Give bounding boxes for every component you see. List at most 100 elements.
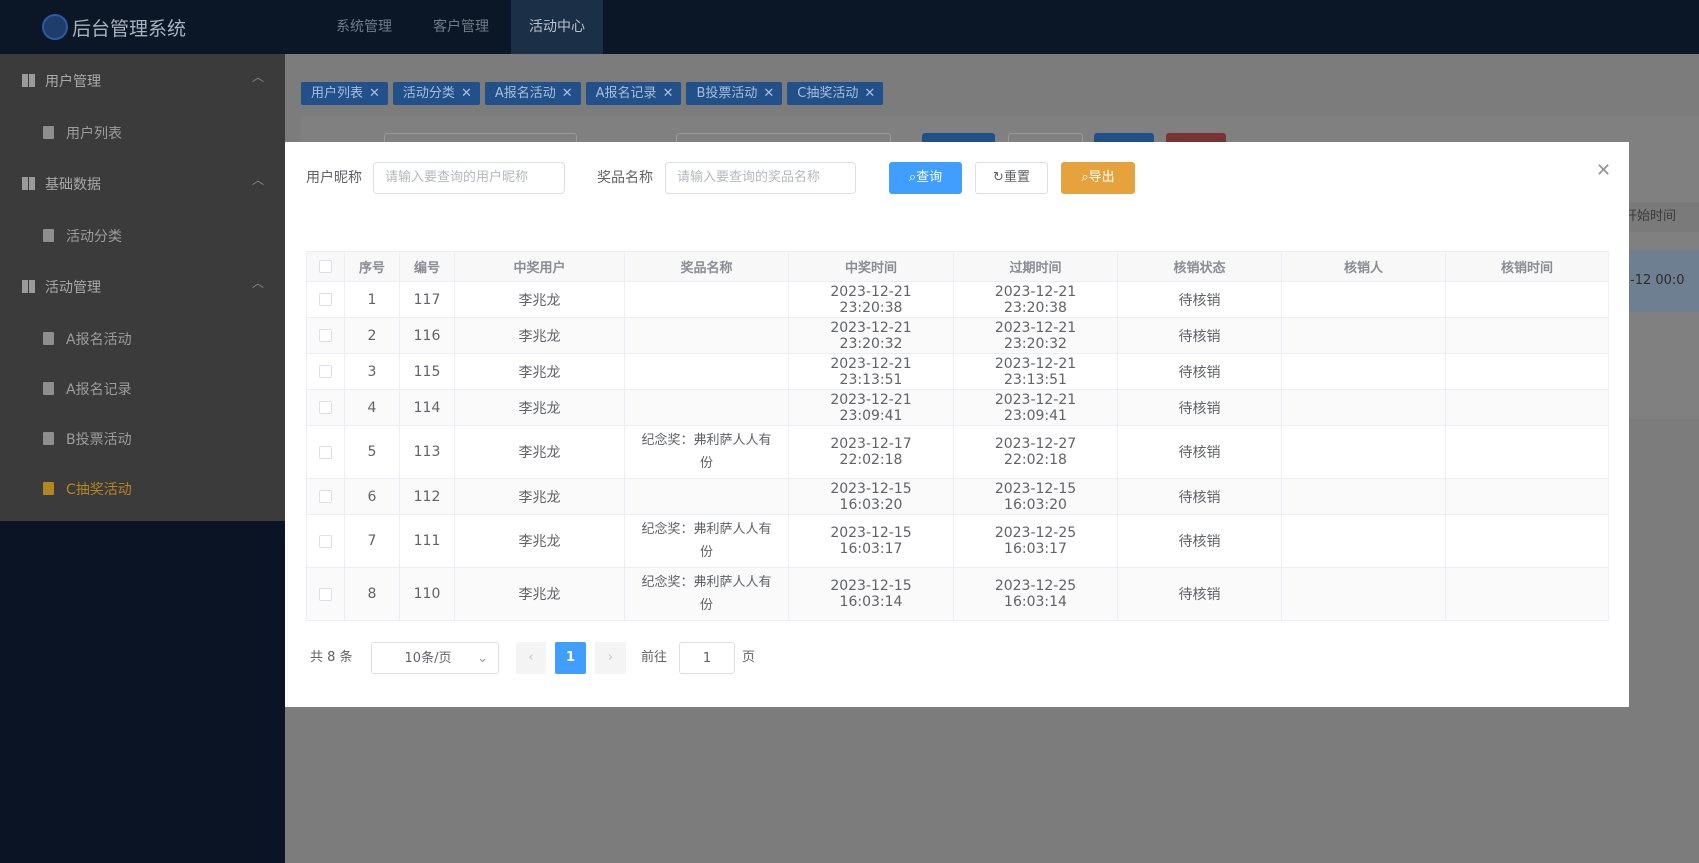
group-label: 基础数据 [45, 177, 101, 193]
cell: 2023-12-15 16:03:20 [953, 478, 1118, 515]
header-cell: 核销状态 [1117, 251, 1282, 282]
checkbox[interactable] [319, 587, 332, 601]
tab-bar: 用户列表 ✕ 活动分类 ✕ A报名活动 ✕ A报名记录 ✕ B投票活动 ✕ C抽奖活动 ✕ [301, 82, 884, 105]
tab-close[interactable]: ✕ [561, 86, 573, 101]
close-button[interactable]: ✕ [1596, 160, 1612, 181]
sidebar: 用户管理 ︿ 用户列表 基础数据 ︿ 活动分类活动管理 ︿ A报名活动 A报名记录 B投票活动 C抽… [0, 54, 285, 521]
cell: 2023-12-17 22:02:18 [788, 425, 954, 479]
button-icon: ↻ [993, 170, 1004, 185]
header-cell: 编号 [399, 251, 455, 282]
nav-item[interactable]: 客户管理 [433, 19, 489, 35]
header-cell: 奖品名称 [624, 251, 789, 282]
cell: 李兆龙 [454, 425, 625, 479]
menu-item[interactable]: A报名活动 [0, 313, 285, 363]
checkbox[interactable] [319, 365, 332, 378]
cell [1445, 567, 1609, 621]
background-input [676, 133, 891, 143]
cell: 纪念奖：弗利萨人人有份 [624, 425, 789, 479]
cell [306, 317, 345, 354]
button[interactable]: ↻重置 [975, 162, 1048, 194]
table-row: 3 115 李兆龙 2023-12-21 23:13:51 2023-12-21 23:… [306, 353, 1609, 390]
cell: 110 [399, 567, 455, 621]
nav-item[interactable]: 活动中心 [511, 0, 603, 54]
table-row: 5 113 李兆龙 纪念奖：弗利萨人人有份 2023-12-17 22:02:18 202… [306, 425, 1609, 479]
cell: 5 [344, 425, 400, 479]
background-button [1166, 133, 1226, 143]
tab-close[interactable]: ✕ [864, 86, 876, 101]
goto-input[interactable]: 1 [679, 642, 735, 674]
cell: 李兆龙 [454, 281, 625, 318]
item-icon [43, 332, 54, 345]
cell [1445, 478, 1609, 515]
checkbox[interactable] [319, 329, 332, 342]
cell: 2023-12-15 16:03:17 [788, 514, 954, 568]
prev-button[interactable]: ‹ [516, 642, 546, 674]
group-icon [22, 280, 35, 293]
checkbox[interactable] [319, 534, 332, 548]
button-icon: ⌕ [1081, 170, 1089, 185]
cell [1445, 389, 1609, 426]
cell: 117 [399, 281, 455, 318]
cell: 4 [344, 389, 400, 426]
checkbox[interactable] [319, 293, 332, 306]
tab[interactable]: 用户列表 ✕ [301, 82, 388, 105]
cell: 112 [399, 478, 455, 515]
button-icon: ⌕ [908, 170, 917, 185]
cell: 纪念奖：弗利萨人人有份 [624, 567, 789, 621]
cell: 2023-12-21 23:20:32 [788, 317, 954, 354]
table-row: 6 112 李兆龙 2023-12-15 16:03:20 2023-12-15 16:… [306, 478, 1609, 515]
tab[interactable]: 活动分类 ✕ [392, 82, 480, 105]
button-label: 重置 [1003, 170, 1030, 185]
cell: 8 [344, 567, 400, 621]
cell: 待核销 [1117, 281, 1282, 318]
cell [306, 514, 345, 568]
menu-group[interactable]: 基础数据 ︿ [0, 157, 285, 210]
cell: 2023-12-25 16:03:17 [953, 514, 1118, 568]
button[interactable]: ⌕导出 [1061, 162, 1135, 194]
table-row: 2 116 李兆龙 2023-12-21 23:20:32 2023-12-21 23:… [306, 317, 1609, 354]
menu-item[interactable]: C抽奖活动 [0, 463, 285, 513]
tab-close[interactable]: ✕ [662, 86, 674, 101]
header-cell [306, 251, 345, 282]
background-button [1094, 133, 1154, 143]
nav-item[interactable]: 系统管理 [336, 19, 392, 35]
menu-group[interactable]: 用户管理 ︿ [0, 54, 285, 107]
cell: 李兆龙 [454, 478, 625, 515]
cell [624, 317, 789, 354]
cell: 6 [344, 478, 400, 515]
button[interactable]: ⌕查询 [889, 162, 962, 194]
tab-close[interactable]: ✕ [460, 86, 472, 101]
group-icon [22, 74, 35, 87]
next-button[interactable]: › [595, 642, 626, 674]
records-table: 序号 编号 中奖用户 奖品名称 中奖时间 过期时间 核销状态 核销人 核销时间 1 117 李兆龙 2… [306, 251, 1609, 621]
table-row: 8 110 李兆龙 纪念奖：弗利萨人人有份 2023-12-15 16:03:14 202… [306, 567, 1609, 621]
menu-item[interactable]: 用户列表 [0, 107, 285, 157]
checkbox[interactable] [319, 401, 332, 414]
group-label: 用户管理 [45, 74, 101, 90]
header-cell: 中奖时间 [788, 251, 954, 282]
tab[interactable]: A报名记录 ✕ [585, 82, 682, 105]
current-page[interactable]: 1 [555, 642, 586, 674]
filter-input[interactable]: 请输入要查询的奖品名称 [665, 162, 856, 194]
cell: 2023-12-21 23:13:51 [788, 353, 954, 390]
cell [1445, 425, 1609, 479]
tab-close[interactable]: ✕ [763, 86, 775, 101]
checkbox[interactable] [319, 445, 332, 459]
tab[interactable]: C抽奖活动 ✕ [787, 82, 884, 105]
menu-group[interactable]: 活动管理 ︿ [0, 260, 285, 313]
item-label: 活动分类 [66, 229, 122, 245]
group-icon [22, 177, 35, 190]
page-size-select[interactable]: 10条/页 ⌄ [371, 642, 499, 674]
tab-close[interactable]: ✕ [369, 86, 380, 101]
menu-item[interactable]: A报名记录 [0, 363, 285, 413]
checkbox[interactable] [319, 260, 332, 273]
cell [1445, 514, 1609, 568]
checkbox[interactable] [319, 490, 332, 503]
filter-input[interactable]: 请输入要查询的用户昵称 [373, 162, 565, 194]
menu-item[interactable]: B投票活动 [0, 413, 285, 463]
cell: 李兆龙 [454, 317, 625, 354]
tab[interactable]: A报名活动 ✕ [484, 82, 581, 105]
menu-item[interactable]: 活动分类 [0, 210, 285, 260]
background-column-header: 开始时间 [1624, 202, 1699, 232]
tab[interactable]: B投票活动 ✕ [686, 82, 783, 105]
